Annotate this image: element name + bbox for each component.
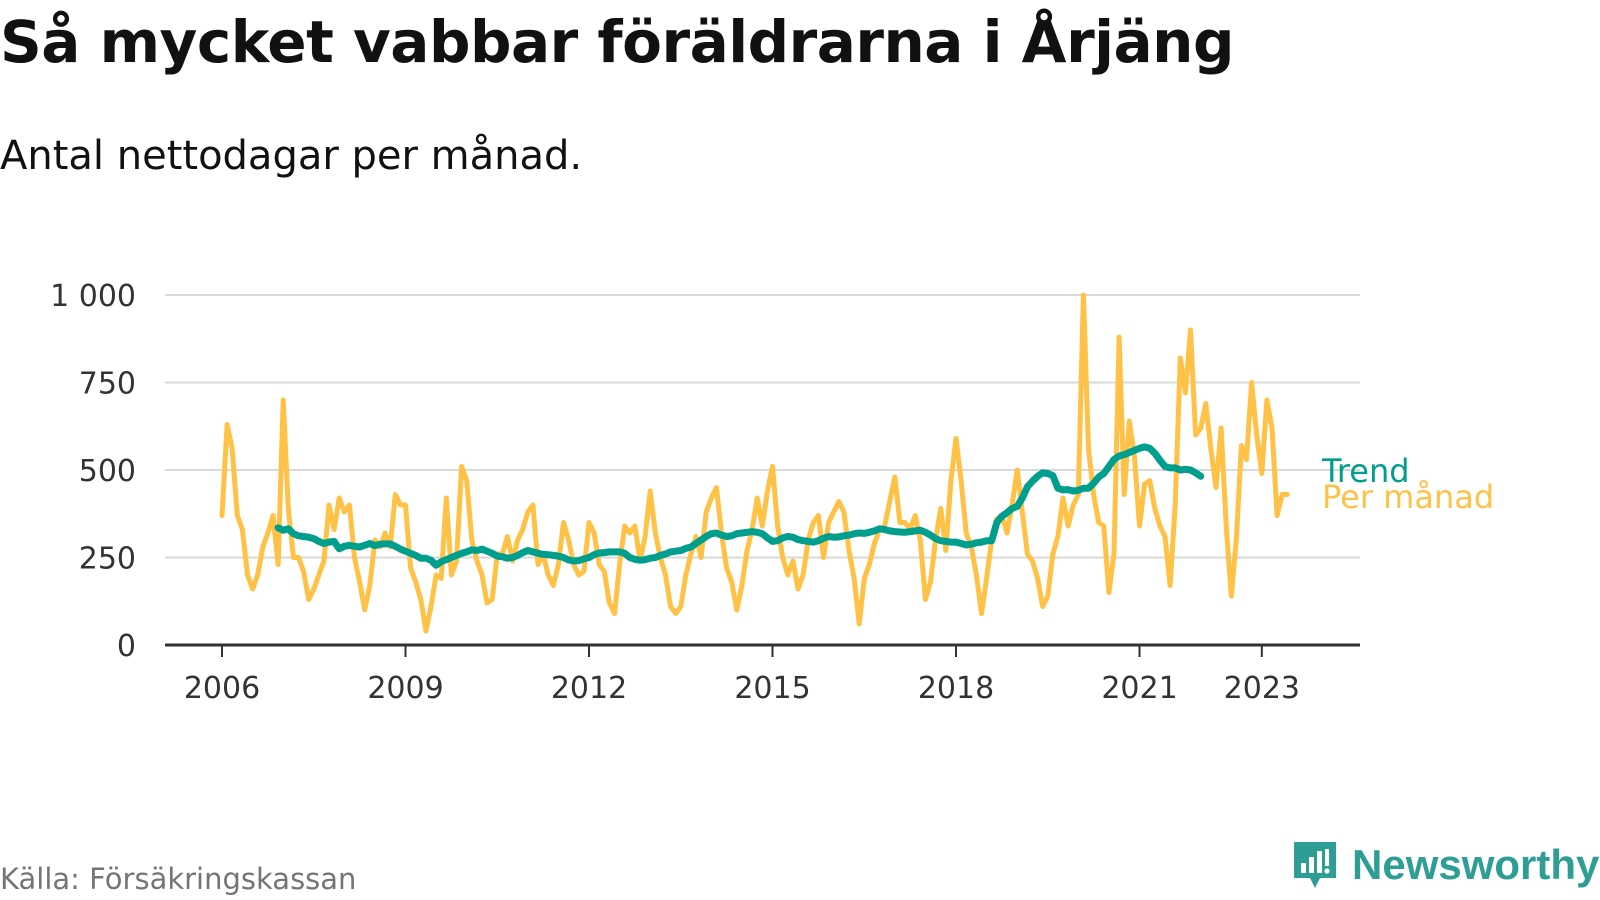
- monthly-line: [219, 292, 1290, 634]
- y-tick-label: 750: [79, 367, 136, 402]
- newsworthy-logo: Newsworthy: [1290, 838, 1599, 892]
- x-tick-label: 2012: [551, 671, 627, 706]
- x-tick-label: 2015: [734, 671, 810, 706]
- y-tick-label: 0: [117, 629, 136, 664]
- trend-label: Trend: [1321, 452, 1410, 490]
- trend-line: [274, 443, 1205, 569]
- x-axis-ticks: 2006 2009 2012 2015 2018 2021 2023: [184, 645, 1300, 706]
- y-tick-label: 500: [79, 454, 136, 489]
- x-tick-label: 2018: [918, 671, 994, 706]
- series-lines: [219, 292, 1290, 634]
- y-tick-label: 250: [79, 542, 136, 577]
- x-tick-label: 2021: [1101, 671, 1177, 706]
- logo-wordmark: Newsworthy: [1352, 841, 1600, 888]
- y-tick-label: 1 000: [50, 279, 136, 314]
- newsworthy-logo-icon: [1294, 842, 1336, 888]
- x-tick-label: 2023: [1224, 671, 1300, 706]
- x-tick-label: 2006: [184, 671, 260, 706]
- source-note: Källa: Försäkringskassan: [0, 862, 357, 896]
- x-tick-label: 2009: [367, 671, 443, 706]
- chart-title: Så mycket vabbar föräldrarna i Årjäng: [0, 8, 1235, 76]
- chart-subtitle: Antal nettodagar per månad.: [0, 133, 583, 179]
- gridlines: [165, 294, 1360, 559]
- monthly-label: Per månad: [1322, 478, 1494, 516]
- y-axis-tick-labels: 0 250 500 750 1 000: [50, 279, 136, 664]
